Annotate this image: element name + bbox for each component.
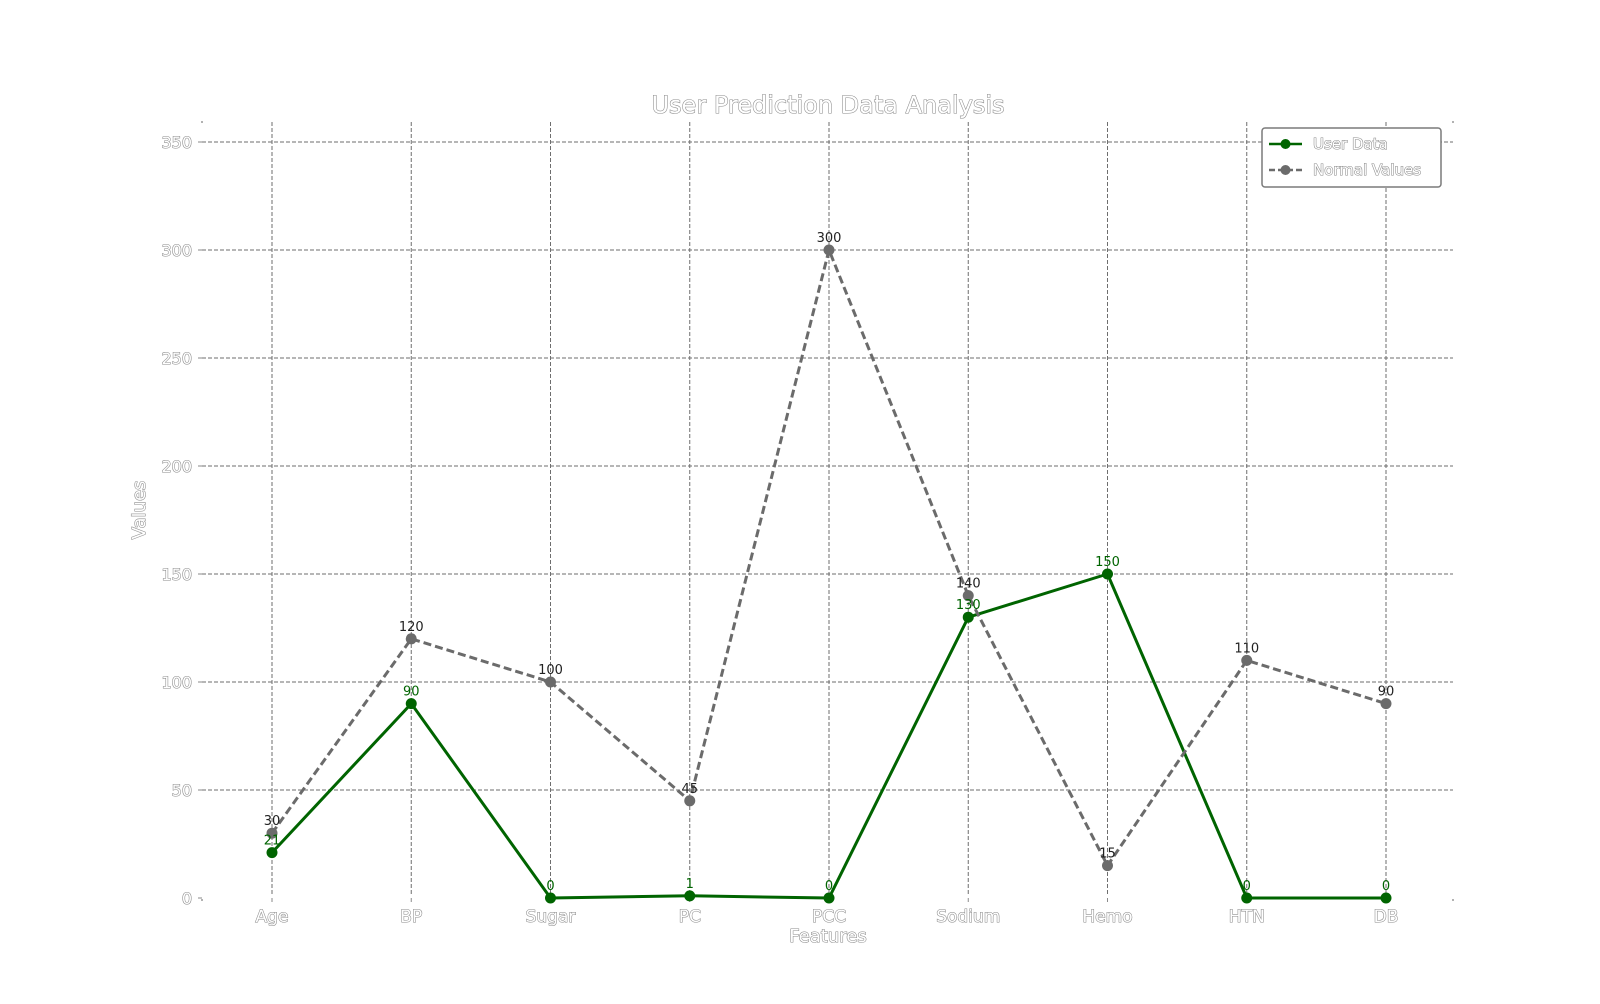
point-user-data-bp	[405, 698, 417, 710]
x-tick-label-bp: BP	[400, 907, 422, 927]
axes-corner-0	[201, 121, 203, 123]
data-label-normal-values-db: 90	[1378, 685, 1395, 700]
axes-corner-2	[201, 899, 203, 901]
point-user-data-age	[266, 847, 278, 859]
point-normal-values-hemo	[1102, 860, 1113, 872]
data-label-user-data-sugar: 0	[546, 879, 554, 894]
y-tick-label-100: 100	[161, 673, 192, 692]
legend-item-normal-values: Normal Values	[1269, 160, 1422, 180]
legend-item-user-data: User Data	[1269, 134, 1388, 154]
axes-corner-3	[1452, 899, 1454, 901]
legend-marker-normal-values	[1280, 165, 1291, 175]
point-user-data-db	[1380, 892, 1392, 904]
point-user-data-sugar	[545, 892, 556, 904]
x-tick-label-pcc: PCC	[812, 907, 846, 927]
point-normal-values-htn	[1241, 654, 1253, 666]
legend-label-normal-values: Normal Values	[1313, 161, 1421, 179]
point-normal-values-bp	[405, 633, 417, 645]
point-normal-values-db	[1380, 698, 1392, 710]
x-tick-label-sugar: Sugar	[526, 907, 576, 927]
data-label-user-data-age: 21	[264, 834, 281, 849]
x-tick-label-hemo: Hemo	[1082, 907, 1132, 927]
point-normal-values-sodium	[962, 590, 974, 602]
point-user-data-hemo	[1102, 568, 1113, 580]
data-label-user-data-pcc: 0	[825, 879, 833, 894]
x-tick-label-pc: PC	[679, 907, 701, 927]
point-normal-values-pc	[684, 795, 696, 807]
point-user-data-htn	[1241, 892, 1253, 904]
legend-marker-user-data	[1280, 139, 1291, 149]
data-labels: 21 90 0 1 0 130 150 0 0 30 120 100 45 300 140 15 110 90	[264, 231, 1395, 894]
legend: User Data Normal Values	[1261, 127, 1442, 188]
y-tick-label-350: 350	[161, 133, 192, 152]
data-label-user-data-bp: 90	[403, 685, 420, 700]
data-label-normal-values-htn: 110	[1234, 641, 1259, 656]
point-user-data-pcc	[823, 892, 835, 904]
series-layer	[266, 244, 1392, 904]
legend-label-user-data: User Data	[1313, 135, 1388, 153]
x-tick-label-sodium: Sodium	[936, 907, 1000, 927]
point-normal-values-pcc	[823, 244, 835, 256]
x-tick-label-htn: HTN	[1229, 907, 1265, 927]
y-axis-label: Values	[129, 481, 150, 540]
legend-box	[1261, 127, 1442, 188]
axes-corner-1	[1452, 121, 1454, 123]
point-normal-values-age	[266, 827, 278, 839]
y-tick-label-250: 250	[161, 349, 192, 368]
data-label-normal-values-sugar: 100	[538, 663, 563, 678]
data-label-normal-values-age: 30	[264, 814, 281, 829]
x-axis-label: Features	[789, 926, 866, 947]
chart-title: User Prediction Data Analysis	[651, 91, 1004, 119]
data-label-normal-values-pcc: 300	[817, 231, 842, 246]
y-tick-label-0: 0	[182, 889, 192, 908]
y-tick-label-150: 150	[161, 565, 192, 584]
data-label-user-data-htn: 0	[1243, 879, 1251, 894]
data-label-normal-values-bp: 120	[399, 620, 424, 635]
x-axis-ticks: Age BP Sugar PC PCC Sodium Hemo HTN DB	[255, 898, 1399, 928]
data-label-user-data-db: 0	[1382, 879, 1390, 894]
data-label-user-data-pc: 1	[686, 877, 694, 892]
y-tick-label-200: 200	[161, 457, 192, 476]
x-tick-label-age: Age	[256, 907, 289, 927]
point-normal-values-sugar	[545, 676, 556, 688]
point-user-data-sodium	[962, 611, 974, 623]
data-label-user-data-hemo: 150	[1095, 555, 1120, 570]
x-tick-label-db: DB	[1374, 907, 1399, 927]
y-tick-label-50: 50	[172, 781, 192, 800]
data-label-normal-values-hemo: 15	[1099, 847, 1116, 862]
point-user-data-pc	[684, 890, 696, 902]
data-label-normal-values-sodium: 140	[956, 577, 981, 592]
data-label-normal-values-pc: 45	[681, 782, 698, 797]
data-label-user-data-sodium: 130	[956, 598, 981, 613]
y-tick-label-300: 300	[161, 241, 192, 260]
